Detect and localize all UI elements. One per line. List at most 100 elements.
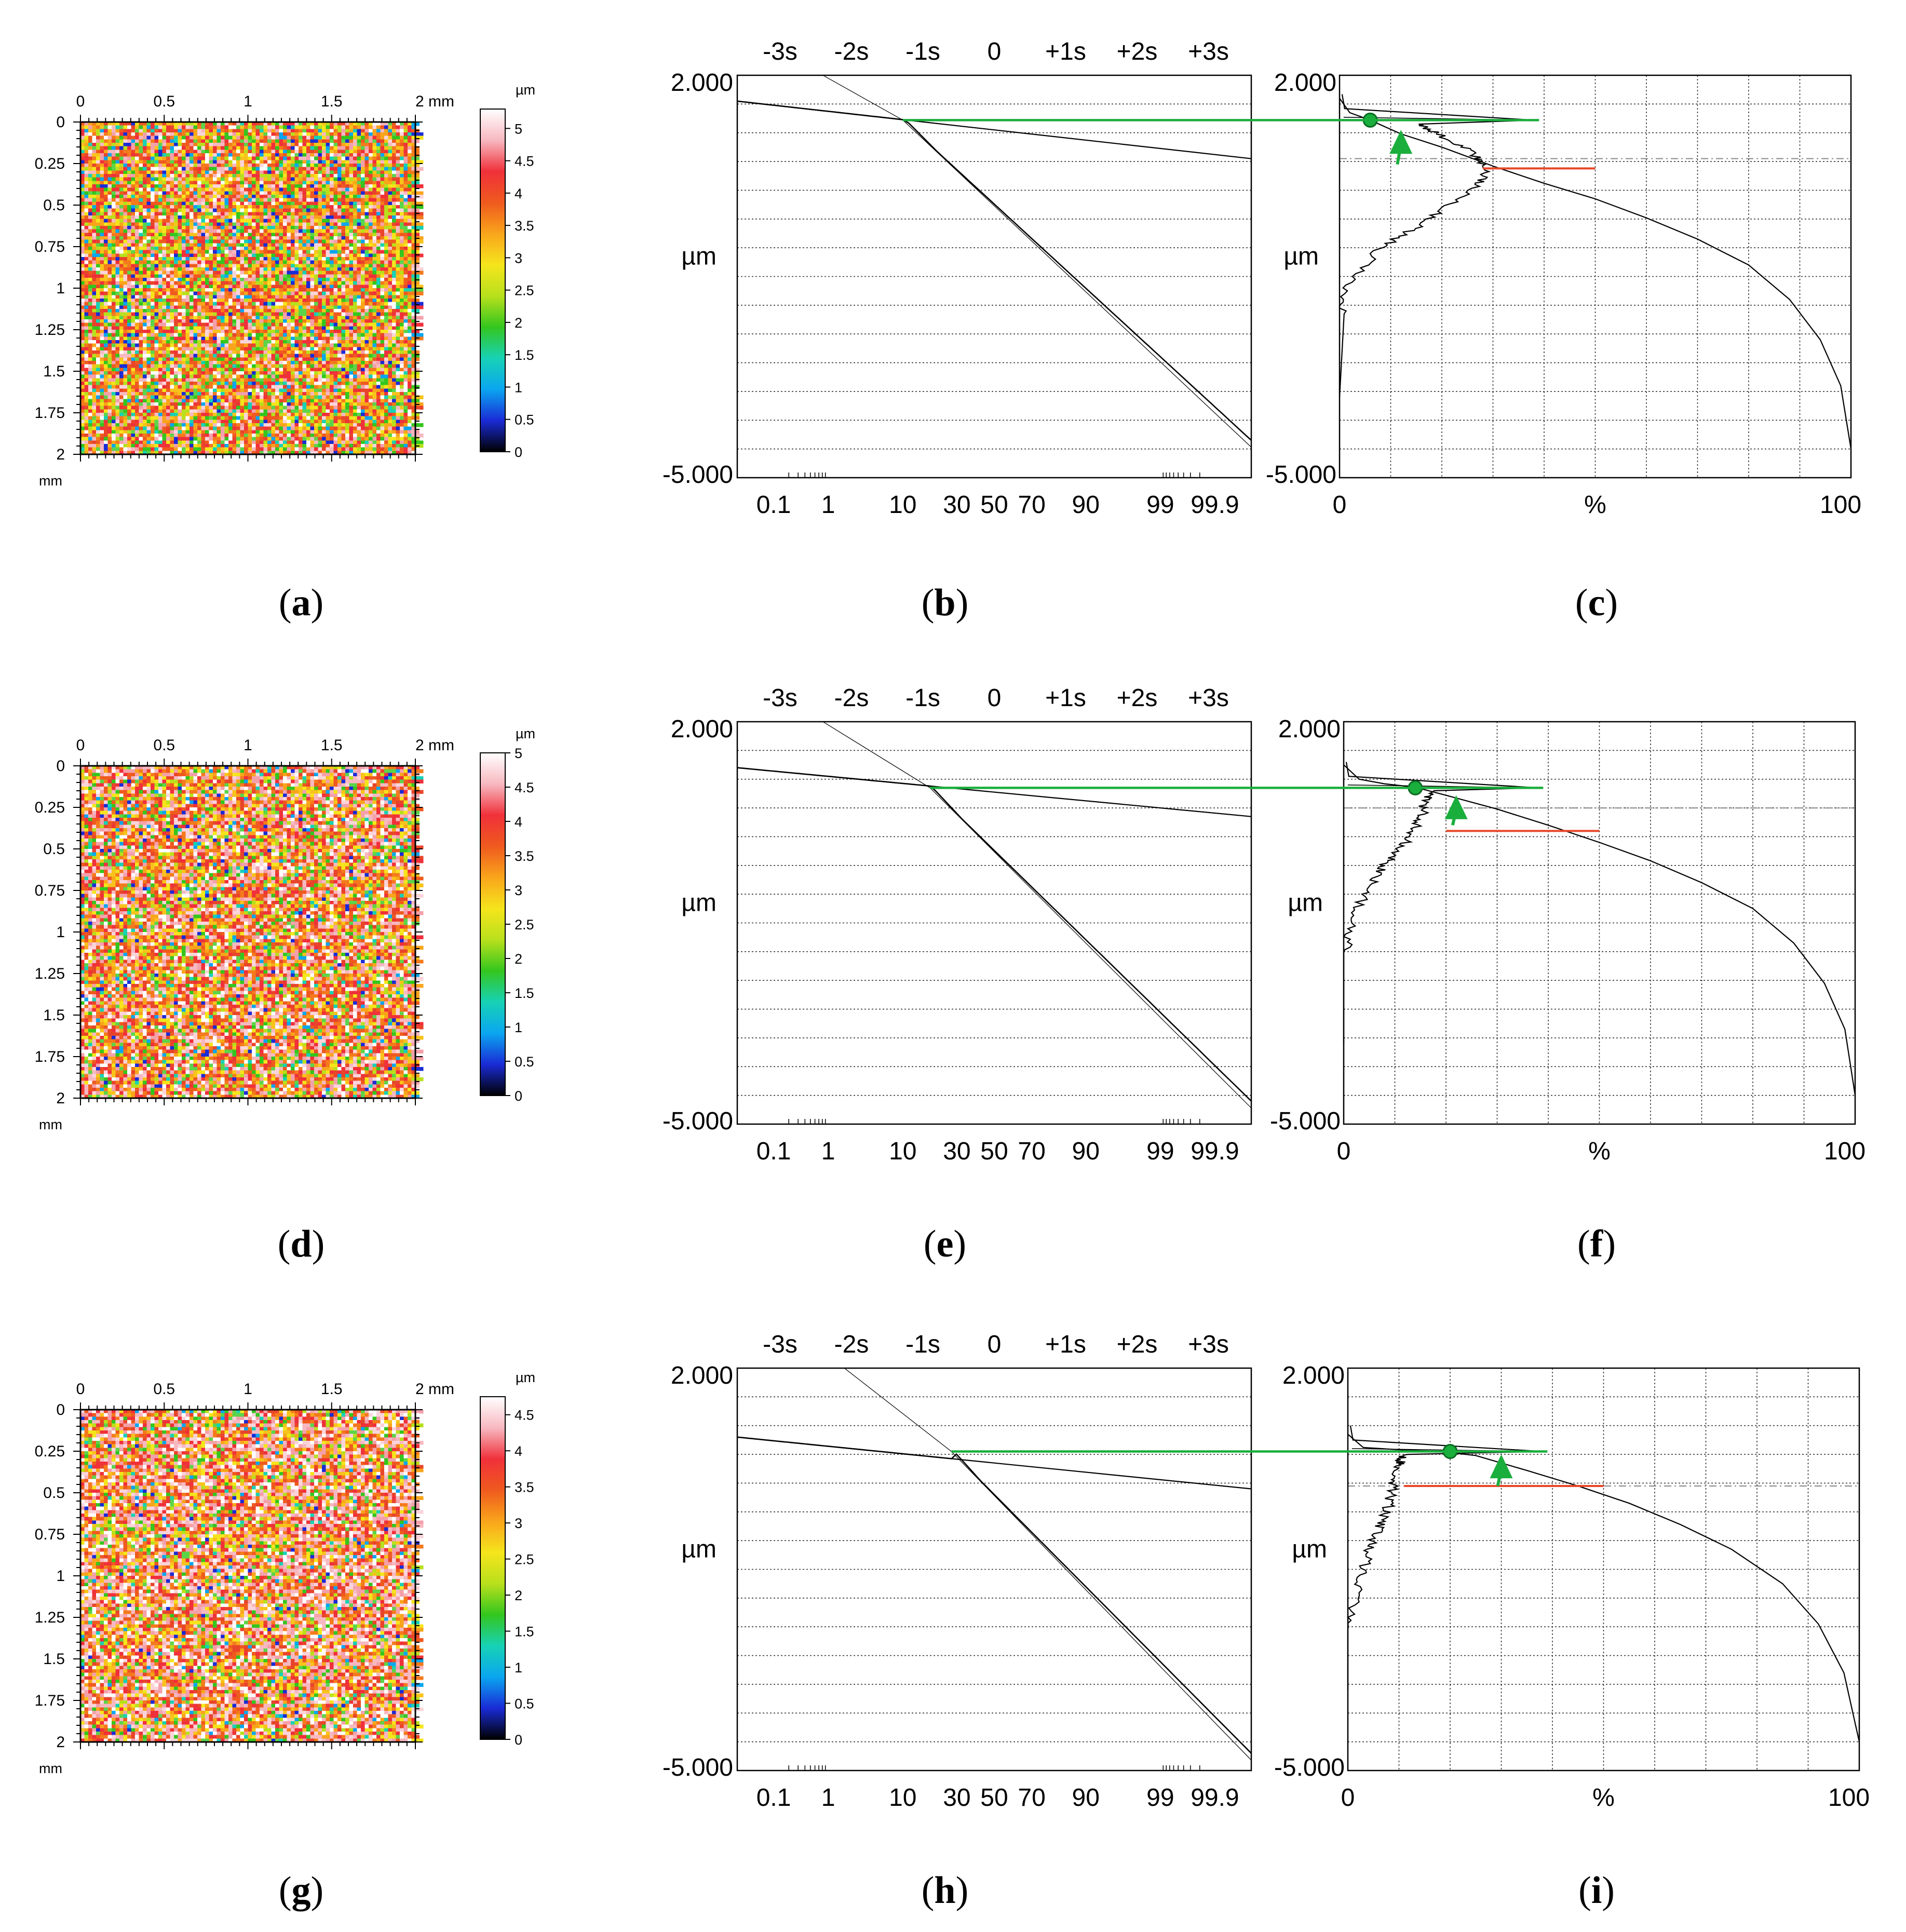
height-map-cell: [248, 153, 252, 157]
height-map-cell: [225, 170, 229, 174]
height-map-cell: [190, 178, 194, 181]
height-map-cell: [384, 178, 388, 181]
height-map-cell: [381, 136, 385, 140]
height-map-cell: [96, 174, 100, 178]
height-map-cell: [201, 143, 206, 146]
height-map-cell: [158, 164, 163, 167]
height-map-cell: [108, 178, 112, 181]
height-map-cell: [392, 181, 396, 184]
height-map-cell: [365, 150, 369, 153]
height-map-cell: [85, 153, 89, 157]
height-map-cell: [143, 143, 147, 146]
height-map-cell: [96, 157, 100, 160]
height-map-cell: [330, 129, 334, 132]
height-map-cell: [283, 174, 287, 178]
height-map-cell: [155, 146, 159, 150]
height-map-cell: [330, 126, 334, 129]
height-map-cell: [178, 181, 182, 184]
height-map-cell: [248, 146, 252, 150]
height-map-cell: [221, 181, 225, 184]
height-map-cell: [256, 181, 260, 184]
height-map-cell: [357, 174, 361, 178]
height-map-cell: [412, 184, 424, 188]
height-map-cell: [306, 129, 310, 132]
height-map-cell: [283, 164, 287, 167]
height-map-cell: [310, 157, 315, 160]
height-map-cell: [334, 178, 338, 181]
height-map-cell: [174, 170, 178, 174]
height-map-cell: [272, 181, 276, 184]
height-map-cell: [182, 132, 186, 136]
height-map-cell: [151, 160, 155, 164]
height-map-cell: [178, 143, 182, 146]
height-map-cell: [170, 188, 174, 192]
height-map-cell: [342, 160, 346, 164]
height-map-cell: [408, 139, 412, 143]
height-map-cell: [381, 178, 385, 181]
height-map-cell: [303, 136, 307, 140]
height-map-cell: [357, 143, 361, 146]
height-map-cell: [361, 143, 365, 146]
height-map-cell: [392, 184, 396, 188]
height-map-cell: [92, 174, 97, 178]
height-map-cell: [182, 139, 186, 143]
height-map-cell: [124, 129, 128, 132]
height-map-cell: [236, 132, 240, 136]
height-map-cell: [369, 129, 373, 132]
height-map-cell: [384, 170, 388, 174]
height-map-cell: [209, 143, 213, 146]
height-map-cell: [228, 160, 233, 164]
height-map-cell: [100, 160, 104, 164]
height-map-cell: [275, 129, 279, 132]
height-map-cell: [279, 167, 283, 171]
height-map-cell: [392, 139, 396, 143]
height-map-cell: [143, 153, 147, 157]
height-map-cell: [361, 139, 365, 143]
height-map-cell: [256, 126, 260, 129]
height-map-cell: [345, 150, 349, 153]
height-map-cell: [291, 160, 295, 164]
height-map-cell: [233, 164, 237, 167]
height-map-cell: [127, 164, 131, 167]
height-map-cell: [236, 126, 240, 129]
height-map-cell: [396, 132, 400, 136]
height-map-cell: [205, 132, 209, 136]
height-map-cell: [116, 129, 120, 132]
height-map-cell: [178, 136, 182, 140]
height-map-cell: [388, 174, 393, 178]
height-map-cell: [178, 160, 182, 164]
height-map-cell: [283, 160, 287, 164]
height-map-cell: [119, 136, 124, 140]
height-map-cell: [279, 150, 283, 153]
figure: 0 0.5 1 1.5 2 mm00.250.50.7511.251.51.752mmµ…: [0, 0, 1906, 1932]
height-map-cell: [213, 129, 217, 132]
height-map-cell: [112, 126, 116, 129]
height-map-cell: [108, 188, 112, 192]
height-map-cell: [92, 188, 97, 192]
height-map-cell: [96, 132, 100, 136]
height-map-cell: [158, 132, 163, 136]
height-map-cell: [228, 143, 233, 146]
height-map-cell: [306, 153, 310, 157]
height-map-cell: [303, 153, 307, 157]
height-map-cell: [295, 146, 299, 150]
height-map-cell: [310, 150, 315, 153]
height-map-cell: [400, 160, 404, 164]
height-map-cell: [155, 129, 159, 132]
height-map-cell: [392, 160, 396, 164]
height-map-cell: [151, 184, 155, 188]
height-map-cell: [135, 132, 139, 136]
height-map-cell: [143, 167, 147, 171]
height-map-cell: [369, 146, 373, 150]
height-map-cell: [326, 181, 330, 184]
height-map-cell: [256, 167, 260, 171]
height-map-cell: [384, 157, 388, 160]
height-map-cell: [357, 153, 361, 157]
height-map-cell: [85, 188, 89, 192]
height-map-cell: [170, 126, 174, 129]
height-map-cell: [135, 129, 139, 132]
height-map-cell: [376, 170, 381, 174]
height-map-cell: [365, 132, 369, 136]
height-map-cell: [322, 136, 326, 140]
height-map-cell: [334, 146, 338, 150]
